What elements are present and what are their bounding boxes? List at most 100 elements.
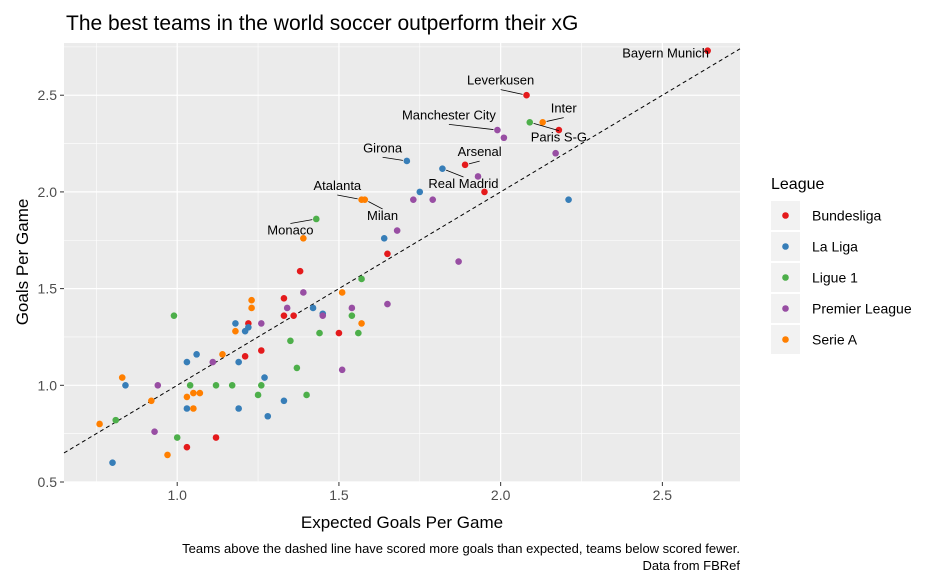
point-la-liga: [380, 235, 388, 242]
point-serie-a: [190, 405, 197, 412]
point-serie-a: [164, 451, 171, 459]
y-tick-label: 0.5: [38, 474, 58, 490]
point-la-liga: [309, 304, 317, 312]
point-premier-league: [283, 304, 291, 312]
point-premier-league: [319, 312, 327, 319]
point-bundesliga: [461, 161, 469, 169]
annotation-leader: [290, 219, 313, 224]
point-la-liga: [122, 382, 129, 389]
point-bundesliga: [183, 443, 191, 451]
x-axis-label: Expected Goals Per Game: [301, 513, 503, 532]
annotation-leader: [337, 194, 358, 200]
point-serie-a: [358, 320, 365, 327]
point-la-liga: [109, 459, 116, 466]
annotation-label: Atalanta: [313, 178, 361, 193]
point-bundesliga: [280, 312, 288, 319]
annotation-label: Paris S-G: [531, 130, 587, 145]
legend-marker: [782, 305, 789, 312]
point-premier-league: [474, 173, 482, 180]
annotation-label: Bayern Munich: [622, 46, 709, 61]
legend-title: League: [771, 176, 824, 193]
point-premier-league: [209, 358, 217, 366]
legend-marker: [782, 336, 789, 343]
annotation-label: Inter: [551, 101, 578, 116]
point-la-liga: [232, 320, 239, 327]
point-premier-league: [154, 382, 162, 389]
point-bundesliga: [555, 126, 563, 134]
chart-title: The best teams in the world soccer outpe…: [66, 12, 578, 35]
point-bundesliga: [335, 329, 343, 337]
legend-label: Serie A: [812, 332, 858, 348]
point-serie-a: [96, 420, 103, 428]
annotation-label: Real Madrid: [428, 176, 498, 191]
point-premier-league: [552, 149, 559, 157]
caption-line-2: Data from FBRef: [642, 558, 740, 573]
point-premier-league: [348, 304, 356, 312]
point-ligue-1: [303, 391, 310, 399]
legend-label: Bundesliga: [812, 208, 881, 224]
point-la-liga: [183, 405, 191, 412]
point-serie-a: [338, 289, 346, 296]
point-premier-league: [455, 258, 462, 265]
point-bundesliga: [241, 352, 249, 360]
point-serie-a: [248, 304, 255, 312]
point-ligue-1: [228, 382, 236, 389]
point-bundesliga: [296, 267, 304, 275]
point-la-liga: [193, 351, 200, 358]
x-tick-label: 1.5: [329, 487, 349, 503]
point-bundesliga: [280, 294, 288, 302]
point-ligue-1: [316, 329, 323, 337]
point-la-liga: [183, 358, 191, 366]
annotation-leader: [533, 123, 559, 132]
point-la-liga: [403, 157, 411, 165]
legend-marker: [782, 274, 789, 281]
point-bundesliga: [290, 312, 297, 319]
point-ligue-1: [112, 416, 120, 424]
y-tick-label: 2.5: [38, 87, 58, 103]
legend-label: Ligue 1: [812, 270, 858, 286]
annotation-label: Arsenal: [458, 144, 502, 159]
annotation-leader: [382, 156, 403, 161]
annotation-label: Monaco: [267, 222, 313, 237]
point-bundesliga: [384, 250, 391, 258]
point-la-liga: [264, 412, 272, 420]
point-la-liga: [280, 397, 288, 405]
point-serie-a: [539, 118, 546, 126]
annotation-leader: [546, 117, 564, 122]
y-tick-label: 2.0: [38, 184, 58, 200]
annotation-leader: [448, 123, 494, 130]
point-premier-league: [410, 196, 417, 203]
annotation-leader: [368, 201, 383, 210]
point-premier-league: [300, 289, 307, 296]
point-premier-league: [384, 300, 391, 308]
point-premier-league: [258, 320, 265, 327]
caption-line-1: Teams above the dashed line have scored …: [182, 541, 740, 556]
point-la-liga: [565, 196, 572, 203]
annotation-label: Milan: [367, 208, 398, 223]
point-ligue-1: [258, 382, 265, 389]
point-premier-league: [393, 227, 401, 234]
point-ligue-1: [254, 391, 262, 399]
point-serie-a: [118, 374, 126, 381]
point-serie-a: [183, 393, 191, 401]
annotation-label: Manchester City: [402, 107, 496, 122]
point-serie-a: [300, 235, 307, 242]
y-tick-label: 1.5: [38, 281, 58, 297]
point-la-liga: [241, 327, 249, 335]
point-premier-league: [494, 126, 501, 134]
point-serie-a: [196, 389, 204, 397]
point-bundesliga: [481, 188, 488, 196]
annotation-leader: [468, 160, 480, 165]
reference-line-dashed: [63, 48, 741, 454]
point-ligue-1: [287, 337, 294, 345]
legend-marker: [782, 212, 789, 219]
point-la-liga: [235, 405, 242, 412]
point-bundesliga: [704, 47, 711, 55]
legend: League Bundesliga La Liga Ligue 1 Premier L…: [771, 176, 912, 354]
point-serie-a: [219, 351, 226, 358]
annotation-label: Leverkusen: [467, 73, 534, 88]
annotation-leader: [446, 169, 464, 178]
point-la-liga: [439, 165, 446, 173]
point-premier-league: [429, 196, 437, 203]
